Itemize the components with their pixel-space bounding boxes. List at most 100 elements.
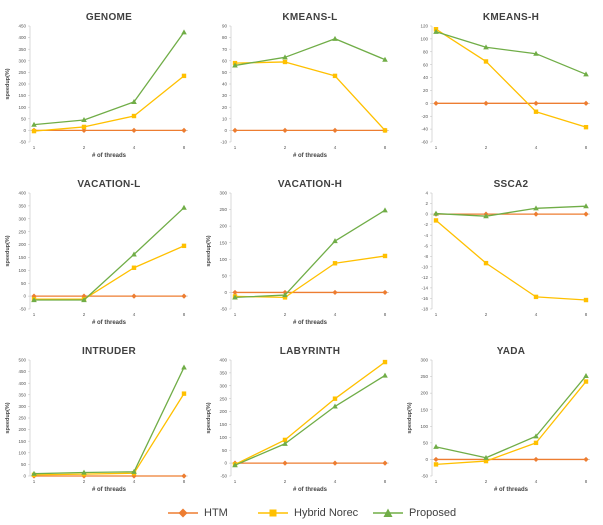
data-point-hybrid-norec: [533, 440, 539, 446]
data-point-proposed: [232, 62, 238, 68]
legend-label: Hybrid Norec: [294, 507, 359, 519]
legend-triangle-marker: [383, 508, 393, 517]
y-tick-label: -10: [421, 264, 428, 269]
data-point-proposed: [332, 403, 338, 409]
x-tick-label: 8: [585, 479, 588, 484]
data-point-hybrid-norec: [433, 218, 439, 223]
data-point-proposed: [131, 468, 137, 474]
y-tick-label: 0: [23, 294, 26, 299]
legend-item-hybrid-norec: Hybrid Norec: [258, 506, 358, 520]
chart-grid: GENOME -50 0 50 100 150 200 250 300 350 400 450 1 2 4 8…: [5, 12, 590, 493]
x-tick-label: 2: [284, 312, 287, 317]
data-point-htm: [433, 456, 439, 463]
x-tick-label: 2: [83, 145, 86, 150]
y-tick-label: 400: [18, 191, 26, 196]
data-point-hybrid-norec: [181, 73, 187, 79]
y-tick-label: -50: [421, 474, 428, 479]
data-point-hybrid-norec: [382, 359, 388, 365]
y-tick-label: -2: [424, 222, 428, 227]
y-tick-label: 60: [222, 58, 228, 63]
y-tick-label: -8: [424, 254, 428, 259]
y-tick-label: -16: [421, 296, 428, 301]
y-tick-label: 90: [222, 24, 228, 29]
y-tick-label: 250: [18, 229, 26, 234]
chart-title: LABYRINTH: [280, 346, 340, 357]
x-tick-label: 4: [133, 145, 136, 150]
data-point-proposed: [433, 443, 439, 449]
data-point-proposed: [131, 251, 137, 257]
data-point-proposed: [282, 292, 288, 298]
data-point-hybrid-norec: [483, 59, 489, 64]
y-tick-label: 400: [18, 35, 26, 40]
y-tick-label: 400: [18, 381, 26, 386]
chart-svg: LABYRINTH -50 0 50 100 150 200 250 300 350 400 1 2 4 8…: [206, 346, 389, 493]
y-tick-label: 30: [222, 93, 228, 98]
x-tick-label: 4: [535, 145, 538, 150]
data-point-htm: [533, 100, 539, 106]
y-tick-label: 150: [219, 422, 227, 427]
series-line-proposed: [435, 205, 587, 217]
data-point-hybrid-norec: [533, 109, 539, 114]
chart-title: YADA: [497, 346, 526, 357]
chart-title: KMEANS-H: [483, 12, 539, 23]
data-point-proposed: [483, 213, 489, 219]
x-tick-label: 2: [485, 145, 488, 150]
data-point-hybrid-norec: [282, 59, 288, 65]
data-point-hybrid-norec: [332, 73, 338, 79]
data-point-hybrid-norec: [382, 253, 388, 259]
chart-svg: SSCA2 -18 -16 -14 -12 -10 -8 -6 -4 -2 0 2 4 1 2 4 8: [421, 179, 590, 317]
x-tick-label: 1: [234, 479, 237, 484]
y-tick-label: 250: [18, 416, 26, 421]
x-tick-label: 1: [234, 145, 237, 150]
y-tick-label: 300: [420, 358, 428, 363]
data-point-htm: [282, 127, 288, 133]
y-tick-label: 0: [224, 461, 227, 466]
x-tick-label: 4: [133, 479, 136, 484]
x-tick-label: 8: [183, 312, 186, 317]
data-point-proposed: [382, 372, 388, 378]
data-point-proposed: [131, 98, 137, 104]
series-line-hybrid-norec: [435, 28, 587, 128]
y-tick-label: 20: [222, 105, 228, 110]
chart-svg: VACATION-H -50 0 50 100 150 200 250 300 1 2 4 8 # of …: [206, 179, 389, 326]
x-tick-label: 4: [133, 312, 136, 317]
data-point-htm: [332, 127, 338, 133]
data-point-htm: [181, 293, 187, 299]
y-tick-label: 20: [423, 88, 429, 93]
data-point-proposed: [433, 28, 439, 34]
y-tick-label: -18: [421, 307, 428, 312]
data-point-proposed: [81, 469, 87, 475]
y-tick-label: 350: [18, 392, 26, 397]
y-tick-label: 60: [423, 62, 429, 67]
x-tick-label: 1: [435, 312, 438, 317]
x-tick-label: 2: [284, 479, 287, 484]
data-point-hybrid-norec: [433, 462, 439, 467]
y-tick-label: 200: [18, 82, 26, 87]
y-tick-label: 80: [423, 49, 429, 54]
data-point-htm: [332, 289, 338, 296]
y-tick-label: 70: [222, 47, 228, 52]
x-tick-label: 2: [284, 145, 287, 150]
y-tick-label: -14: [421, 286, 428, 291]
data-point-proposed: [31, 470, 37, 476]
y-tick-label: 100: [219, 435, 227, 440]
series-line-hybrid-norec: [34, 245, 185, 300]
series-line-hybrid-norec: [435, 381, 587, 466]
data-point-proposed: [181, 364, 187, 370]
x-tick-label: 8: [183, 145, 186, 150]
y-tick-label: 50: [222, 70, 228, 75]
y-tick-label: -50: [19, 140, 26, 145]
data-point-proposed: [583, 203, 589, 209]
data-point-htm: [433, 100, 439, 106]
series-line-proposed: [234, 38, 386, 67]
y-tick-label: 100: [18, 450, 26, 455]
series-line-proposed: [234, 209, 386, 299]
y-tick-label: 50: [21, 116, 27, 121]
y-tick-label: 0: [23, 474, 26, 479]
data-point-htm: [81, 293, 87, 299]
data-point-htm: [533, 211, 539, 217]
y-tick-label: 350: [18, 203, 26, 208]
y-tick-label: -50: [220, 474, 227, 479]
data-point-htm: [382, 289, 388, 296]
y-tick-label: 80: [222, 35, 228, 40]
